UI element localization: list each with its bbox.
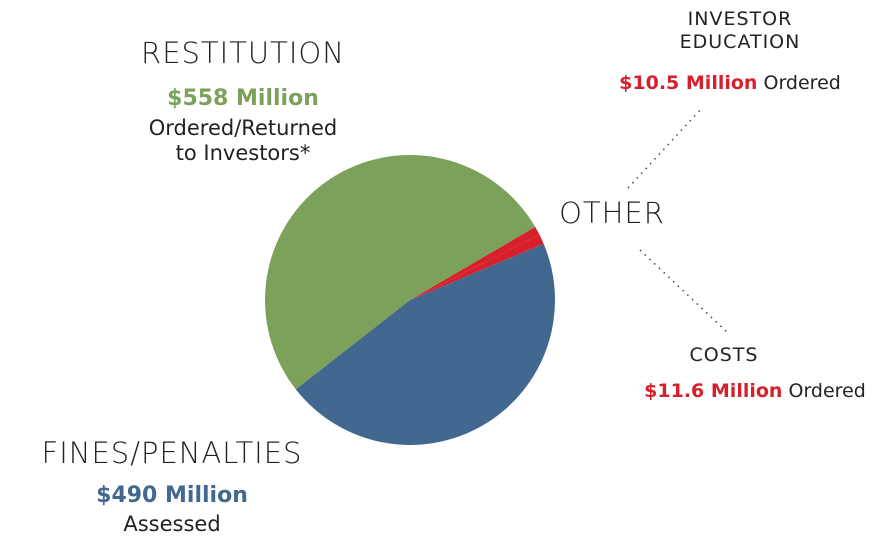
- category-label: COSTS: [689, 344, 759, 366]
- category-label: INVESTOR EDUCATION: [679, 8, 801, 53]
- leader-line: [639, 249, 728, 333]
- value-label: $490 Million: [96, 483, 248, 508]
- description: Ordered: [788, 380, 866, 402]
- value-label: $558 Million: [167, 86, 319, 111]
- description: Assessed: [123, 512, 221, 536]
- leader-line: [627, 107, 703, 189]
- pie-slice: [410, 226, 540, 300]
- pie-slice: [265, 155, 536, 390]
- description: Ordered/Returned to Investors*: [148, 116, 338, 166]
- category-label: FINES/PENALTIES: [41, 436, 303, 470]
- value-label: $10.5 Million: [619, 72, 758, 94]
- pie-slice: [295, 243, 555, 446]
- group-label: OTHER: [559, 196, 665, 230]
- value-row: $11.6 Million Ordered: [644, 380, 866, 403]
- pie-slice: [410, 234, 544, 300]
- description: Ordered: [763, 72, 841, 94]
- value-row: $10.5 Million Ordered: [619, 72, 841, 95]
- category-label: RESTITUTION: [141, 36, 345, 70]
- value-label: $11.6 Million: [644, 380, 783, 402]
